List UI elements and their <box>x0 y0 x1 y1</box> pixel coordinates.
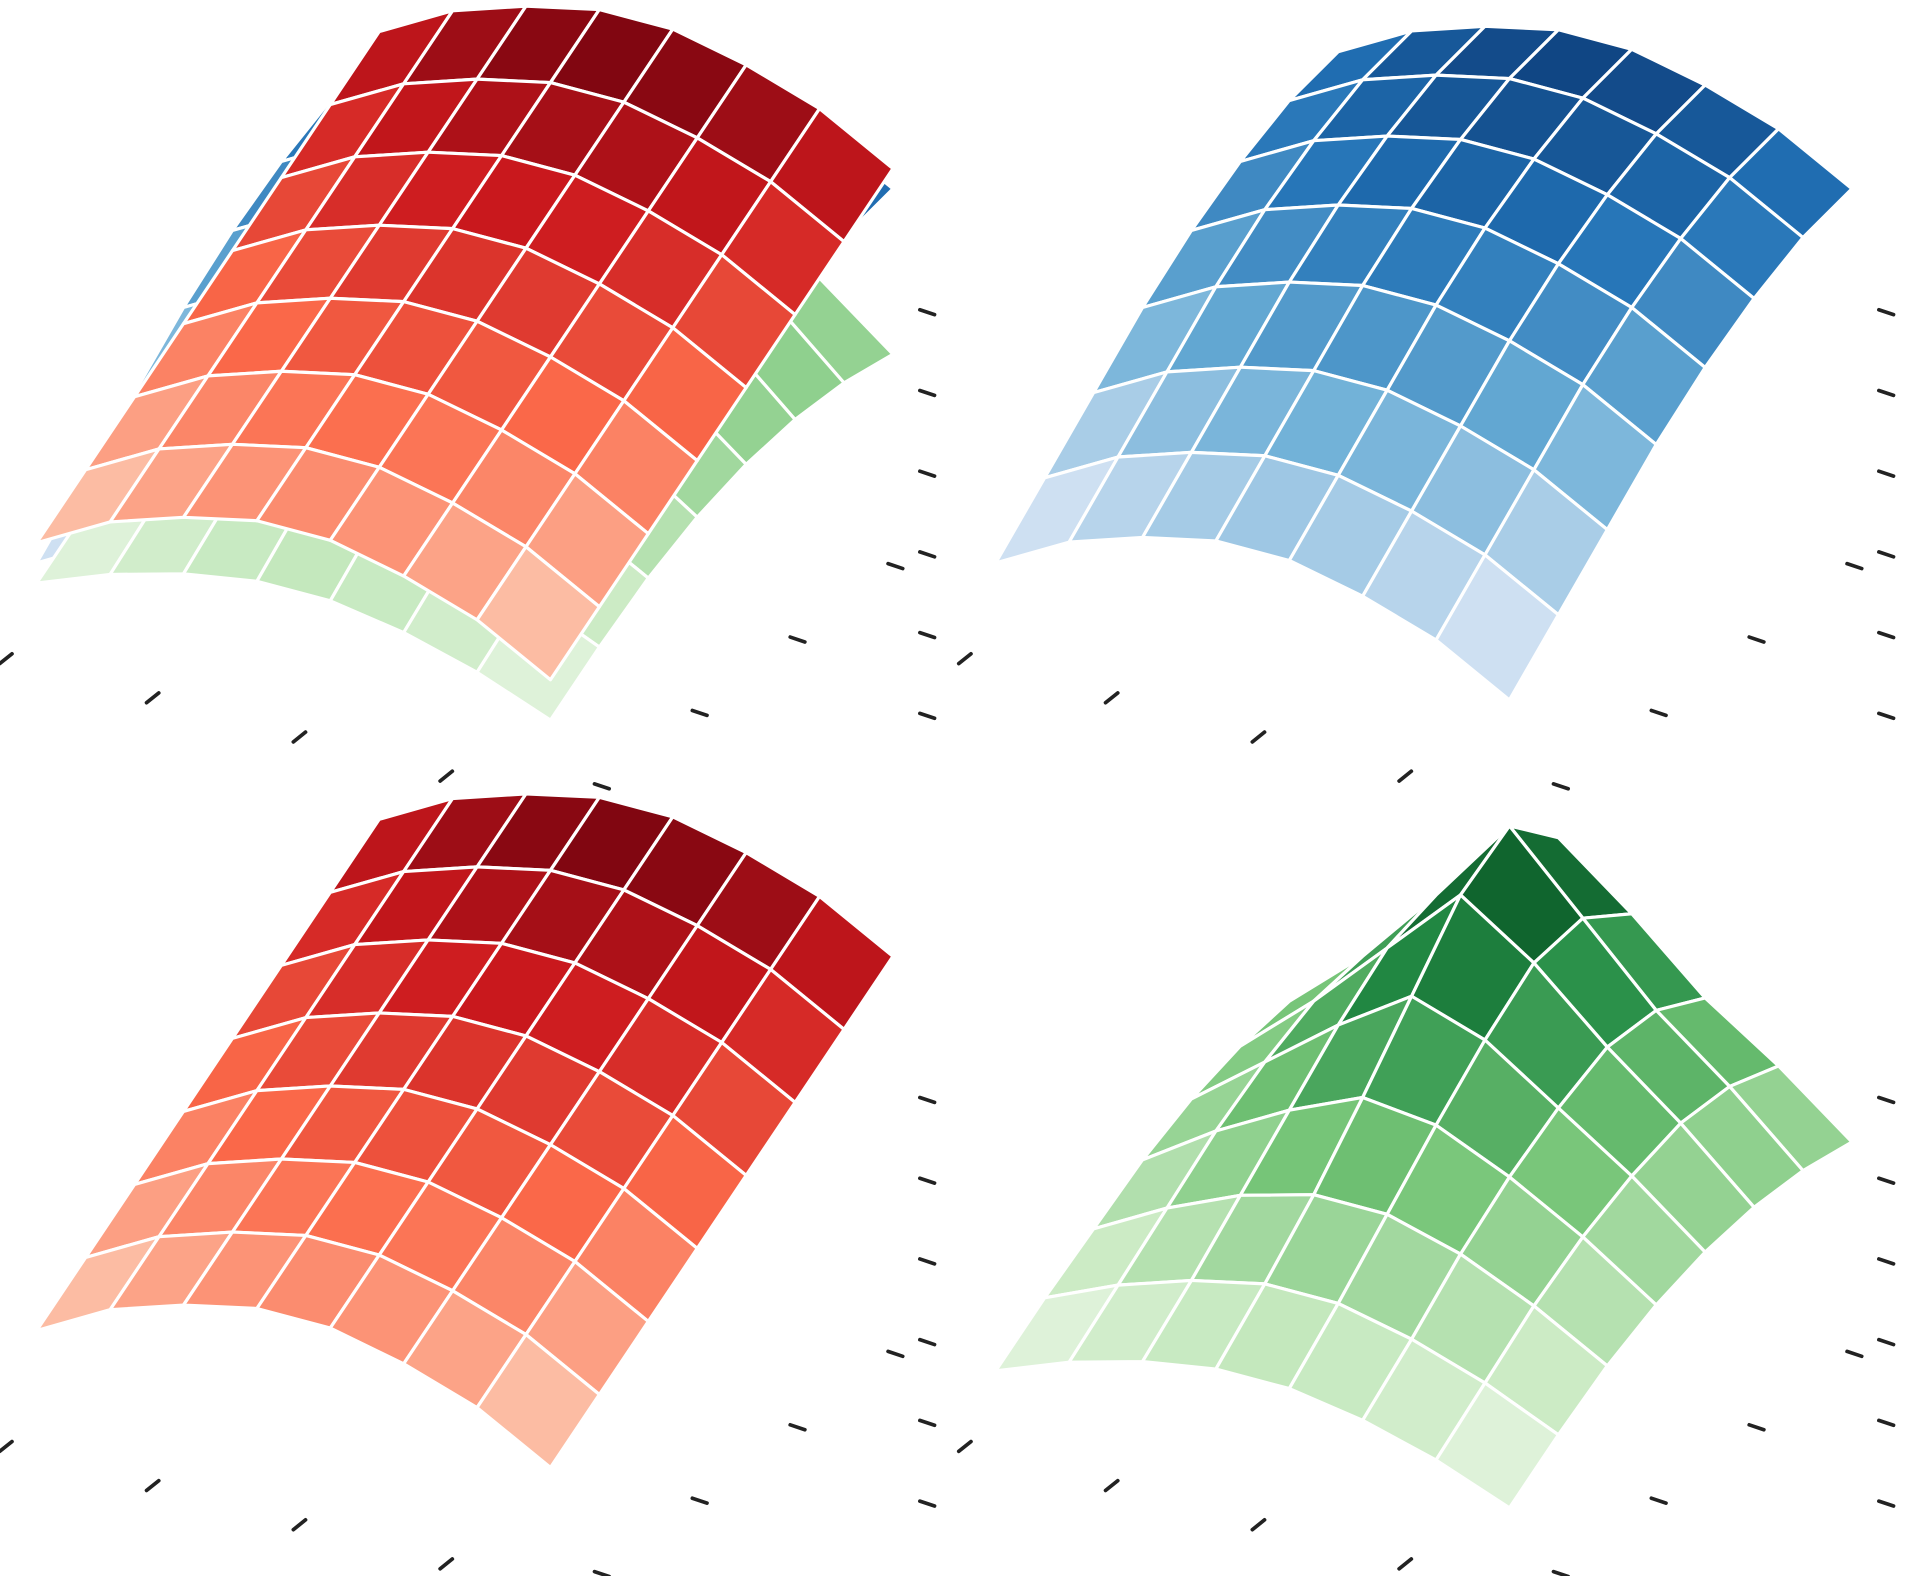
chart-panel <box>0 792 937 1576</box>
x-tick <box>1103 1478 1120 1493</box>
z-tick <box>1877 630 1896 640</box>
x-tick <box>438 769 455 783</box>
z-tick <box>918 388 937 398</box>
z-tick <box>1877 307 1896 317</box>
surface-cell <box>1434 553 1560 702</box>
z-tick <box>1877 388 1896 398</box>
y-tick <box>1551 782 1570 791</box>
surface-cell <box>1434 1381 1560 1510</box>
z-tick <box>1877 1257 1896 1266</box>
y-tick <box>690 708 709 718</box>
z-tick <box>918 469 937 478</box>
x-tick <box>956 1439 973 1454</box>
x-tick <box>1397 1557 1414 1571</box>
z-tick <box>918 1257 937 1266</box>
x-tick <box>1250 730 1267 744</box>
chart-panel <box>956 824 1896 1576</box>
y-tick <box>592 782 611 791</box>
y-tick <box>1747 635 1766 644</box>
z-tick <box>1877 1176 1896 1185</box>
z-tick <box>1877 1337 1896 1347</box>
y-tick <box>1747 1422 1766 1432</box>
z-tick <box>1877 1095 1896 1105</box>
z-tick <box>918 1418 937 1428</box>
y-tick <box>1649 1496 1668 1505</box>
x-tick <box>1250 1518 1267 1532</box>
x-tick <box>0 1439 14 1454</box>
z-tick <box>1877 711 1896 721</box>
y-tick <box>1649 708 1668 718</box>
x-tick <box>1397 769 1414 783</box>
y-tick <box>886 1349 905 1359</box>
surface-cell <box>475 545 601 682</box>
y-tick <box>592 1569 611 1576</box>
z-tick <box>1877 469 1896 478</box>
z-tick <box>918 711 937 721</box>
y-tick <box>1845 561 1864 571</box>
x-tick <box>144 1478 161 1493</box>
x-tick <box>0 651 14 666</box>
x-tick <box>1103 691 1120 705</box>
x-tick <box>291 1518 308 1532</box>
z-tick <box>1877 550 1896 559</box>
x-tick <box>144 691 161 705</box>
z-tick <box>918 1499 937 1508</box>
y-tick <box>690 1496 709 1505</box>
z-tick <box>918 550 937 559</box>
z-tick <box>1877 1418 1896 1428</box>
x-tick <box>956 651 973 666</box>
chart-panel <box>0 4 937 791</box>
y-tick <box>1845 1349 1864 1359</box>
z-tick <box>918 307 937 317</box>
y-tick <box>788 635 807 644</box>
z-tick <box>918 630 937 640</box>
y-tick <box>788 1422 807 1432</box>
z-tick <box>918 1176 937 1185</box>
x-tick <box>291 730 308 744</box>
z-tick <box>918 1095 937 1105</box>
chart-panel <box>956 24 1896 791</box>
surface-cell <box>475 1332 601 1470</box>
x-tick <box>438 1557 455 1571</box>
z-tick <box>1877 1499 1896 1508</box>
y-tick <box>1551 1569 1570 1576</box>
z-tick <box>918 1337 937 1347</box>
y-tick <box>886 561 905 571</box>
